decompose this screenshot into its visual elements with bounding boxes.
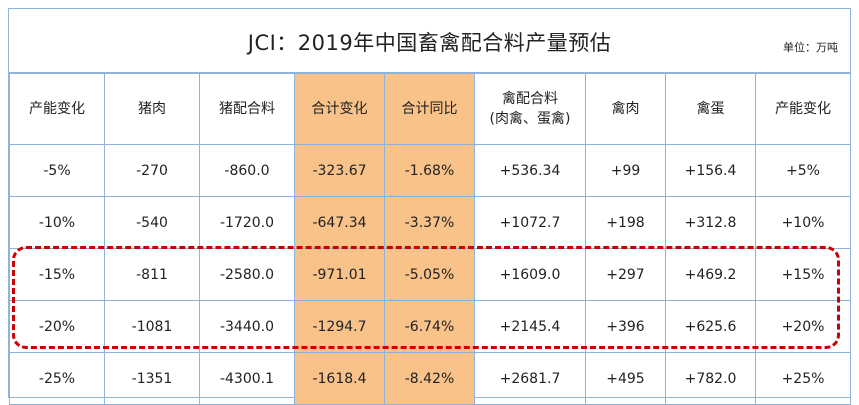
table-cell: -540	[104, 196, 200, 249]
table-cell: -1618.4	[294, 352, 385, 405]
table-cell: -1294.7	[294, 300, 385, 353]
table-cell: -811	[104, 248, 200, 301]
table-cell: +2145.4	[474, 300, 586, 353]
header-text: 猪肉	[138, 101, 166, 117]
table-row: -10% -540 -1720.0 -647.34 -3.37% +1072.7…	[9, 196, 851, 249]
table-row: -15% -811 -2580.0 -971.01 -5.05% +1609.0…	[9, 248, 851, 301]
header-subtext: (肉禽、蛋禽)	[489, 111, 571, 127]
table-cell: -1351	[104, 352, 200, 405]
table-cell: -3.37%	[384, 196, 475, 249]
table-cell: +312.8	[665, 196, 756, 249]
table-cell: +2681.7	[474, 352, 586, 405]
table-cell: +297	[585, 248, 666, 301]
table-cell: -647.34	[294, 196, 385, 249]
header-text: 合计变化	[311, 101, 368, 117]
header-text: 产能变化	[775, 101, 831, 117]
table-cell: -971.01	[294, 248, 385, 301]
table-cell: +1609.0	[474, 248, 586, 301]
table-cell: +536.34	[474, 144, 586, 197]
header-total-change: 合计变化	[294, 73, 385, 145]
table-cell: -270	[104, 144, 200, 197]
unit-label: 单位：万吨	[783, 41, 838, 54]
table-cell: -15%	[9, 248, 105, 301]
header-poultry-feed: 禽配合料 (肉禽、蛋禽)	[474, 73, 586, 145]
header-text: 禽蛋	[696, 101, 725, 117]
page-title: JCI：2019年中国畜禽配合料产量预估	[247, 31, 612, 55]
header-text: 猪配合料	[219, 101, 275, 117]
table-cell: +782.0	[665, 352, 756, 405]
table-cell: +20%	[755, 300, 851, 353]
table-cell: -20%	[9, 300, 105, 353]
table-cell: -1081	[104, 300, 200, 353]
table-cell: +469.2	[665, 248, 756, 301]
table-frame: JCI：2019年中国畜禽配合料产量预估 单位：万吨 产能变化 猪肉 猪配合料 …	[8, 8, 851, 405]
header-capacity-change-pig: 产能变化	[9, 73, 105, 145]
table-cell: -25%	[9, 352, 105, 405]
header-text: 合计同比	[401, 101, 458, 117]
table-cell: -3440.0	[199, 300, 295, 353]
table-cell: +15%	[755, 248, 851, 301]
table-cell: +10%	[755, 196, 851, 249]
table-cell: -2580.0	[199, 248, 295, 301]
table-cell: -8.42%	[384, 352, 475, 405]
table-cell: +156.4	[665, 144, 756, 197]
header-pig-feed: 猪配合料	[199, 73, 295, 145]
table-cell: +5%	[755, 144, 851, 197]
header-text: 禽肉	[611, 101, 640, 117]
title-row: JCI：2019年中国畜禽配合料产量预估 单位：万吨	[9, 9, 850, 73]
table-cell: -4300.1	[199, 352, 295, 405]
table-cell: -1.68%	[384, 144, 475, 197]
table-cell: -10%	[9, 196, 105, 249]
table-cell: -323.67	[294, 144, 385, 197]
table-cell: +1072.7	[474, 196, 586, 249]
table-row: -20% -1081 -3440.0 -1294.7 -6.74% +2145.…	[9, 300, 851, 353]
table-cell: +625.6	[665, 300, 756, 353]
table-cell: +25%	[755, 352, 851, 405]
header-pork: 猪肉	[104, 73, 200, 145]
header-row: 产能变化 猪肉 猪配合料 合计变化 合计同比 禽配合料 (肉禽、蛋禽) 禽肉 禽…	[9, 73, 851, 145]
forecast-table: 产能变化 猪肉 猪配合料 合计变化 合计同比 禽配合料 (肉禽、蛋禽) 禽肉 禽…	[9, 73, 851, 405]
table-row: -25% -1351 -4300.1 -1618.4 -8.42% +2681.…	[9, 352, 851, 405]
table-cell: +99	[585, 144, 666, 197]
table-cell: -6.74%	[384, 300, 475, 353]
header-total-yoy: 合计同比	[384, 73, 475, 145]
header-capacity-change-poultry: 产能变化	[755, 73, 851, 145]
table-cell: -860.0	[199, 144, 295, 197]
table-cell: -1720.0	[199, 196, 295, 249]
table-cell: -5%	[9, 144, 105, 197]
table-cell: -5.05%	[384, 248, 475, 301]
table-cell: +198	[585, 196, 666, 249]
header-text: 禽配合料	[502, 91, 558, 107]
header-eggs: 禽蛋	[665, 73, 756, 145]
header-poultry-meat: 禽肉	[585, 73, 666, 145]
table-row: -5% -270 -860.0 -323.67 -1.68% +536.34 +…	[9, 144, 851, 197]
header-text: 产能变化	[29, 101, 85, 117]
table-cell: +396	[585, 300, 666, 353]
table-cell: +495	[585, 352, 666, 405]
